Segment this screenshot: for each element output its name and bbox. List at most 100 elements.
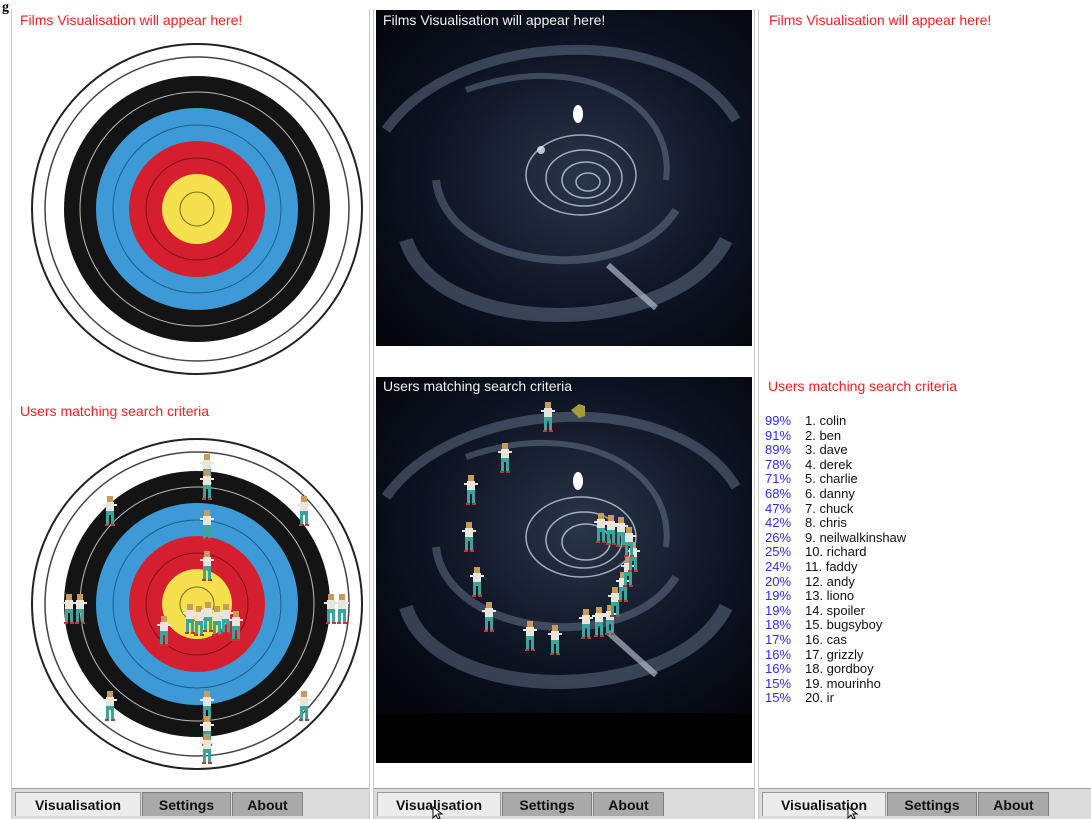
user-list-item[interactable]: 78% 4. derek (765, 456, 906, 473)
tab-about[interactable]: About (978, 792, 1049, 816)
tab-about[interactable]: About (593, 792, 664, 816)
films-spiral-visualisation[interactable]: Films Visualisation will appear here! (376, 10, 752, 346)
user-avatar-icon[interactable] (579, 609, 593, 639)
user-match-percent: 17% (765, 631, 792, 647)
user-list-item[interactable]: 17% 16. cas (765, 631, 906, 648)
users-spiral-visualisation[interactable]: Users matching search criteria (376, 377, 752, 763)
user-name: 3. dave (805, 442, 848, 458)
user-avatar-icon[interactable] (470, 567, 484, 597)
tab-about[interactable]: About (232, 792, 303, 816)
user-avatar-icon[interactable] (157, 616, 171, 646)
user-match-percent: 25% (765, 544, 792, 560)
user-avatar-icon[interactable] (616, 572, 630, 602)
tab-settings[interactable]: Settings (887, 792, 977, 816)
user-avatar-icon[interactable] (498, 443, 512, 473)
user-avatar-icon[interactable] (62, 594, 76, 624)
user-avatar-icon[interactable] (103, 691, 117, 721)
user-list-item[interactable]: 19% 14. spoiler (765, 602, 906, 619)
user-match-percent: 19% (765, 588, 792, 604)
user-name: 8. chris (805, 515, 847, 531)
user-list-item[interactable]: 47% 7. chuck (765, 500, 906, 517)
user-match-percent: 42% (765, 515, 792, 531)
user-avatar-icon[interactable] (604, 515, 618, 545)
user-list-item[interactable]: 26% 9. neilwalkinshaw (765, 530, 906, 546)
user-avatar-icon[interactable] (462, 522, 476, 552)
user-match-percent: 19% (765, 602, 792, 618)
user-name: 18. gordboy (805, 661, 874, 677)
user-avatar-icon[interactable] (594, 513, 608, 543)
user-match-percent: 20% (765, 573, 792, 589)
user-match-percent: 15% (765, 675, 792, 691)
user-list-item[interactable]: 89% 3. dave (765, 442, 906, 458)
films-visualisation-title: Films Visualisation will appear here! (383, 12, 606, 28)
user-avatar-icon[interactable] (548, 625, 562, 655)
user-avatar-icon[interactable] (229, 611, 243, 641)
user-avatar-icon[interactable] (324, 594, 338, 624)
user-avatar-icon[interactable] (200, 551, 214, 581)
user-list-item[interactable]: 20% 12. andy (765, 573, 906, 590)
user-name: 16. cas (805, 631, 847, 647)
user-match-percent: 89% (765, 442, 792, 458)
user-avatar-icon[interactable] (192, 606, 206, 636)
user-avatar-icon[interactable] (297, 496, 311, 526)
tab-bar: Visualisation Settings About (12, 788, 369, 819)
tab-visualisation[interactable]: Visualisation (762, 792, 886, 816)
user-avatar-icon[interactable] (335, 594, 349, 624)
user-list-item[interactable]: 16% 17. grizzly (765, 647, 906, 663)
user-avatar-icon[interactable] (592, 607, 606, 637)
mouse-cursor-icon (847, 806, 859, 819)
user-avatar-icon[interactable] (608, 587, 622, 617)
user-match-percent: 16% (765, 661, 792, 677)
user-avatar-icon[interactable] (297, 691, 311, 721)
user-avatar-icon[interactable] (210, 606, 224, 636)
user-list-item[interactable]: 71% 5. charlie (765, 472, 906, 487)
user-list-item[interactable]: 18% 15. bugsyboy (765, 618, 906, 633)
user-avatar-icon[interactable] (183, 604, 197, 634)
user-match-percent: 18% (765, 617, 792, 633)
user-avatar-icon[interactable] (200, 510, 214, 540)
panel-list: Films Visualisation will appear here! Us… (758, 9, 1091, 819)
user-avatar-icon[interactable] (73, 594, 87, 624)
user-avatar-icon[interactable] (482, 602, 496, 632)
user-list-item[interactable]: 15% 20. ir (765, 690, 906, 706)
user-match-percent: 71% (765, 471, 792, 487)
user-list-item[interactable]: 42% 8. chris (765, 515, 906, 531)
user-match-percent: 68% (765, 485, 792, 501)
tab-settings[interactable]: Settings (142, 792, 231, 816)
user-avatar-icon[interactable] (614, 517, 628, 547)
users-matching-title: Users matching search criteria (768, 378, 958, 394)
user-avatar-icon[interactable] (200, 470, 214, 500)
user-list-item[interactable]: 24% 11. faddy (765, 558, 906, 575)
user-list-item[interactable]: 91% 2. ben (765, 427, 906, 444)
user-name: 14. spoiler (805, 602, 865, 618)
user-avatar-icon[interactable] (621, 557, 635, 587)
user-list-item[interactable]: 25% 10. richard (765, 545, 906, 560)
films-visualisation-title: Films Visualisation will appear here! (20, 12, 243, 28)
user-avatar-icon[interactable] (200, 734, 214, 764)
user-avatar-icon[interactable] (541, 402, 555, 432)
users-matching-title: Users matching search criteria (20, 403, 210, 419)
user-list-item[interactable]: 16% 18. gordboy (765, 661, 906, 677)
user-avatar-icon[interactable] (464, 475, 478, 505)
users-matching-title: Users matching search criteria (383, 378, 573, 394)
user-list-item[interactable]: 19% 13. liono (765, 588, 906, 604)
user-avatar-icon[interactable] (219, 604, 233, 634)
user-name: 15. bugsyboy (805, 617, 883, 633)
user-name: 2. ben (805, 427, 842, 443)
user-name: 4. derek (805, 456, 852, 472)
films-target-visualisation[interactable] (29, 41, 365, 377)
panel-spiral: Films Visualisation will appear here! (373, 9, 755, 819)
tab-visualisation[interactable]: Visualisation (15, 792, 141, 816)
user-list-item[interactable]: 99% 1. colin (765, 413, 906, 429)
user-match-percent: 24% (765, 558, 792, 574)
tab-bar: Visualisation Settings About (759, 788, 1091, 819)
user-list-item[interactable]: 68% 6. danny (765, 485, 906, 502)
user-avatar-icon[interactable] (103, 496, 117, 526)
user-match-percent: 47% (765, 500, 792, 516)
users-target-visualisation[interactable] (29, 436, 365, 772)
tab-settings[interactable]: Settings (502, 792, 592, 816)
user-avatar-icon[interactable] (622, 527, 636, 557)
user-avatar-icon[interactable] (523, 621, 537, 651)
user-avatar-icon[interactable] (201, 602, 215, 632)
user-list-item[interactable]: 15% 19. mourinho (765, 675, 906, 692)
